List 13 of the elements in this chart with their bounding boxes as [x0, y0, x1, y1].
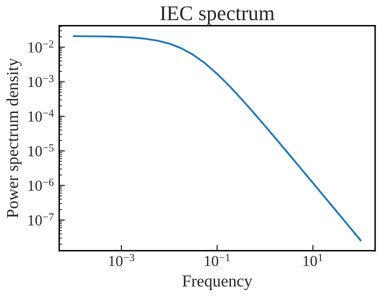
y-tick-label: 10$^{−5}$: [28, 144, 54, 156]
y-axis-title: Power spectrum density: [6, 58, 22, 218]
y-tick-label: 10$^{−4}$: [28, 110, 54, 122]
x-tick-label: 10$^{1}$: [304, 254, 322, 266]
line-series: [72, 35, 362, 242]
y-tick-label: 10$^{−7}$: [28, 213, 54, 226]
y-tick-label: 10$^{−3}$: [28, 75, 54, 88]
x-tick-label: 10$^{−3}$: [109, 254, 134, 266]
y-tick-label: 10$^{−6}$: [28, 178, 54, 191]
chart-title: IEC spectrum: [160, 6, 274, 25]
y-tick-label: 10$^{−2}$: [28, 40, 54, 53]
x-axis-title: Frequency: [182, 276, 252, 290]
x-tick-label: 10$^{−1}$: [204, 254, 230, 266]
